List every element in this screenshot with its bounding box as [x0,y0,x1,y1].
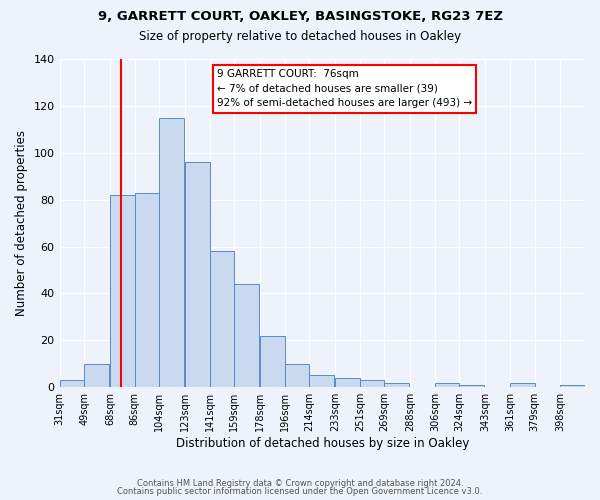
Bar [234,284,259,387]
Bar [335,378,360,387]
Bar [310,376,334,387]
Bar [185,162,209,387]
Bar [159,118,184,387]
Bar [510,382,535,387]
Bar [285,364,310,387]
Bar [260,336,285,387]
Bar [59,380,84,387]
Bar [560,385,585,387]
Bar [460,385,484,387]
Bar [84,364,109,387]
Bar [134,192,159,387]
Bar [435,382,460,387]
Text: Contains HM Land Registry data © Crown copyright and database right 2024.: Contains HM Land Registry data © Crown c… [137,478,463,488]
Bar [110,195,134,387]
Bar [209,251,234,387]
Text: Size of property relative to detached houses in Oakley: Size of property relative to detached ho… [139,30,461,43]
Text: 9 GARRETT COURT:  76sqm
← 7% of detached houses are smaller (39)
92% of semi-det: 9 GARRETT COURT: 76sqm ← 7% of detached … [217,69,472,108]
Bar [360,380,385,387]
Text: 9, GARRETT COURT, OAKLEY, BASINGSTOKE, RG23 7EZ: 9, GARRETT COURT, OAKLEY, BASINGSTOKE, R… [97,10,503,23]
Bar [385,382,409,387]
X-axis label: Distribution of detached houses by size in Oakley: Distribution of detached houses by size … [176,437,469,450]
Text: Contains public sector information licensed under the Open Government Licence v3: Contains public sector information licen… [118,487,482,496]
Y-axis label: Number of detached properties: Number of detached properties [15,130,28,316]
